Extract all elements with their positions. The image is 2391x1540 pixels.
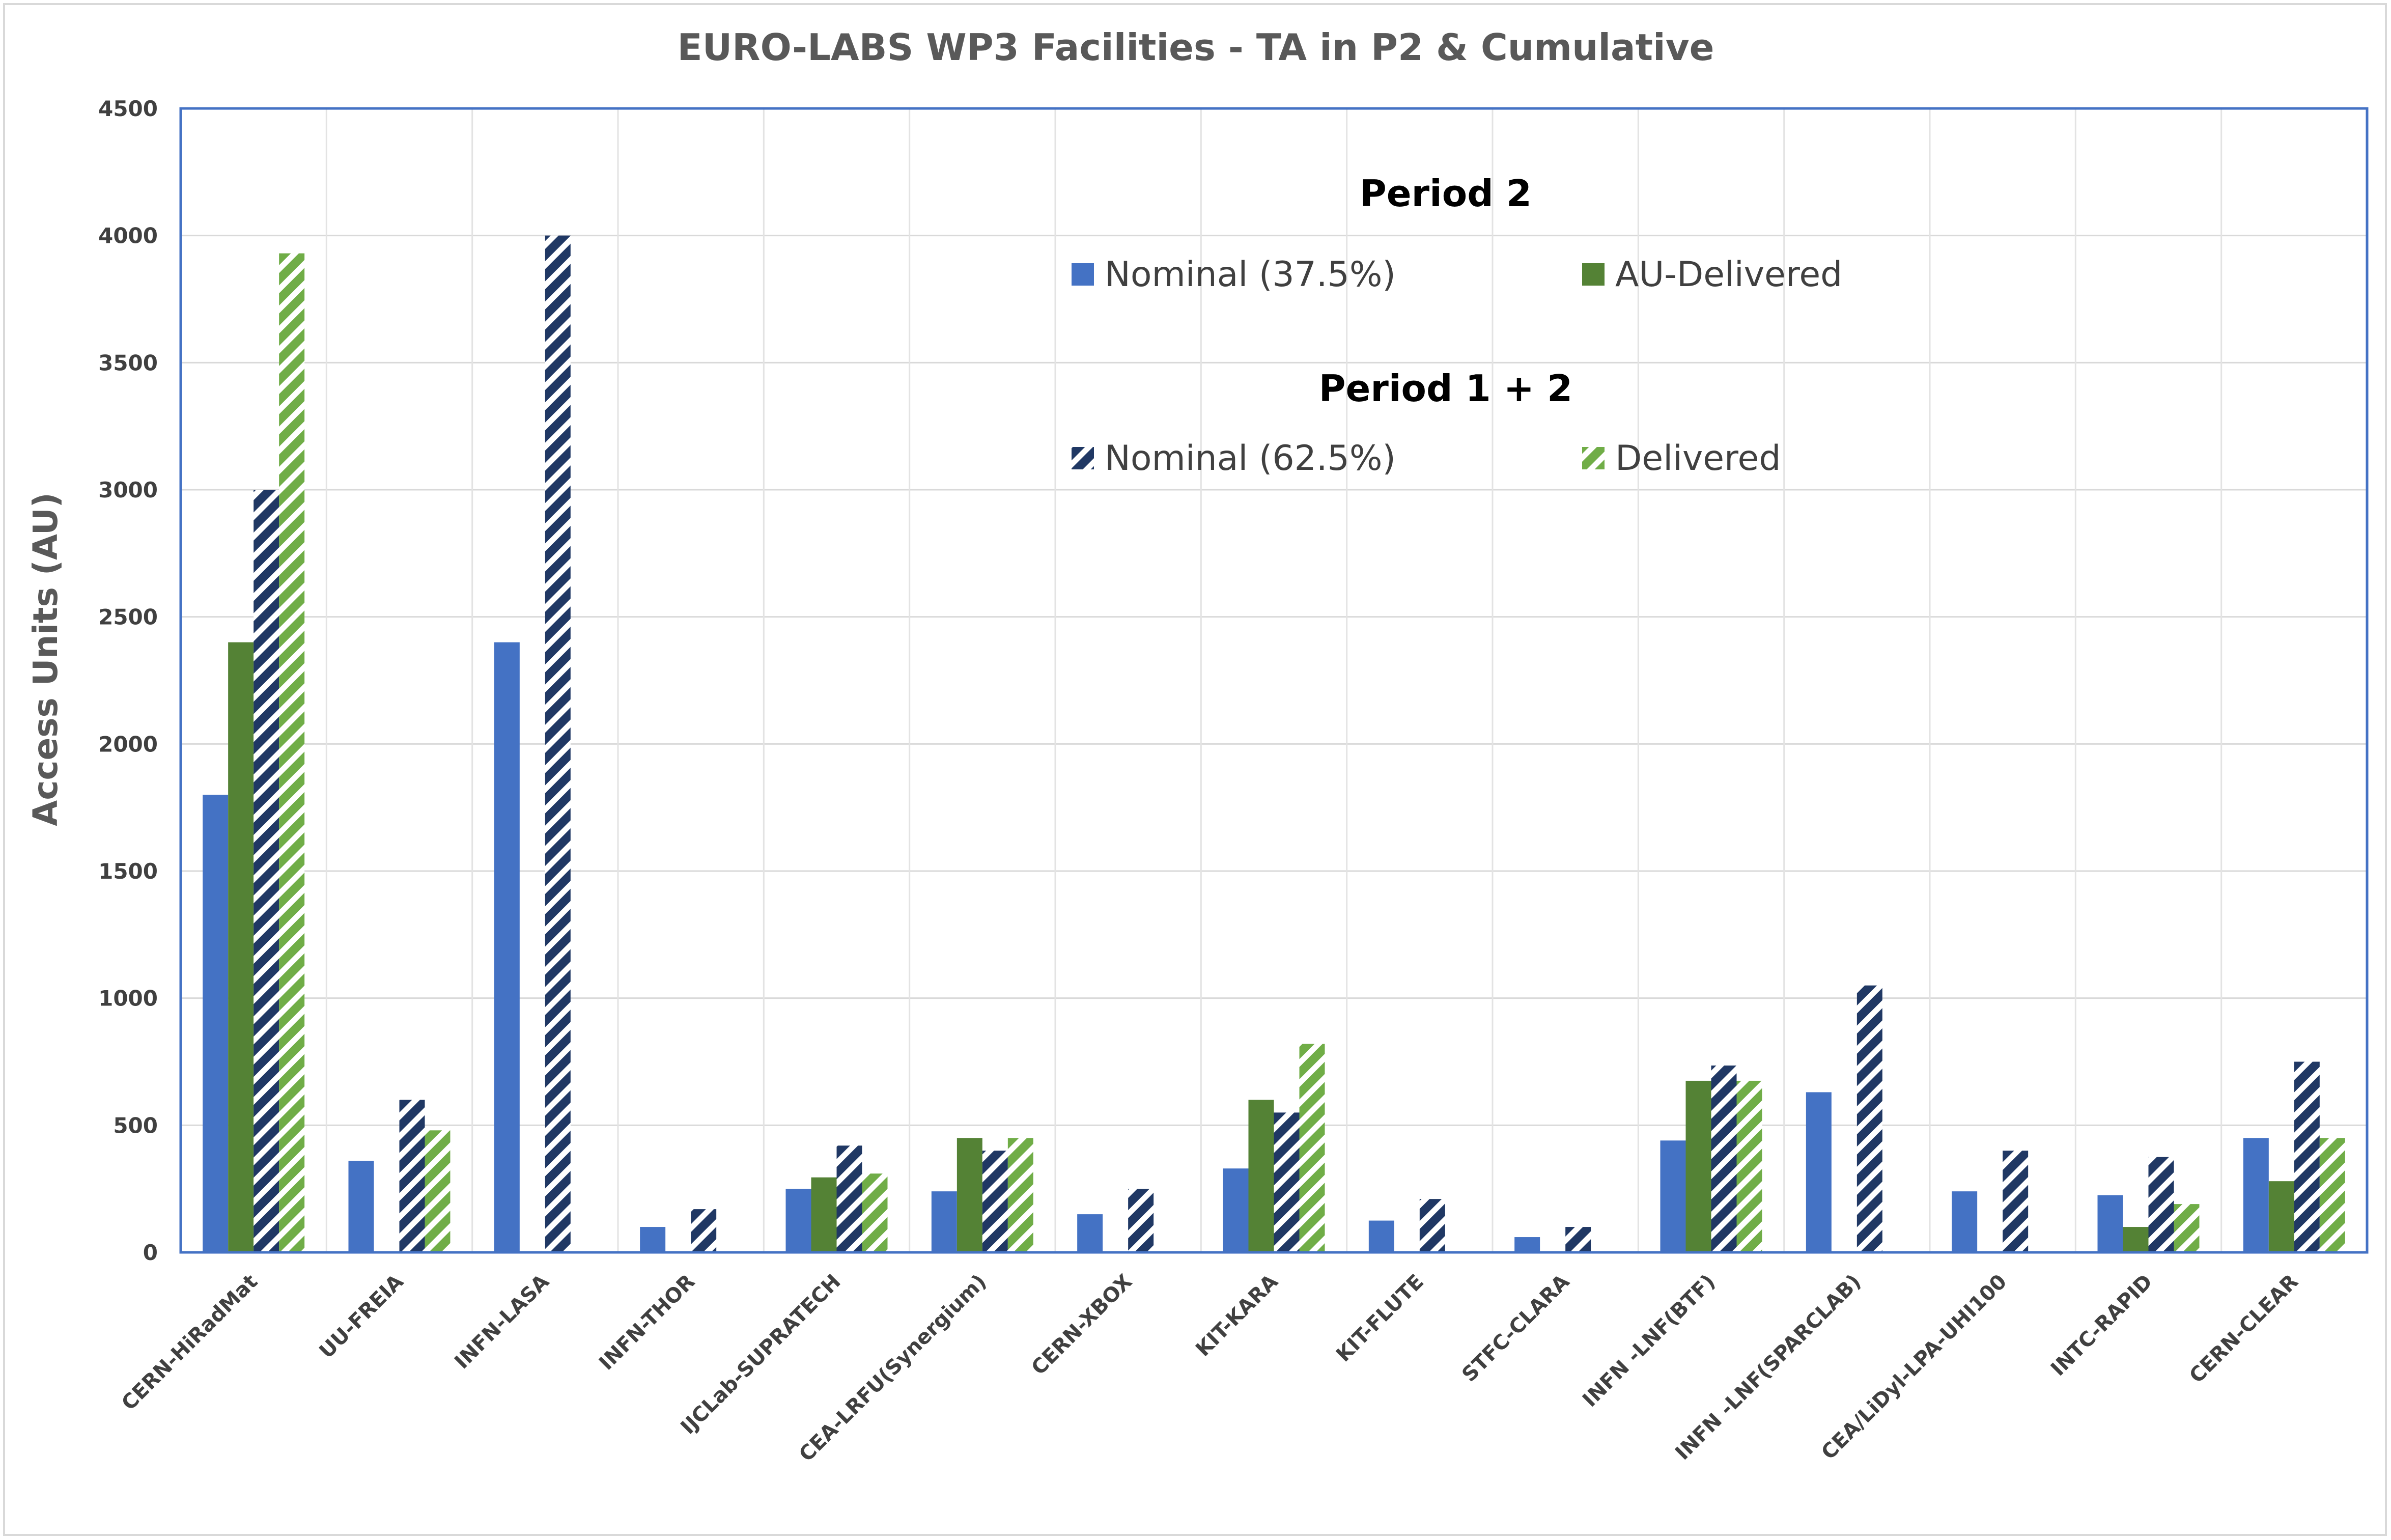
x-tick-label: INTC-RAPID: [2046, 1270, 2157, 1381]
bar-1: [1806, 1092, 1832, 1252]
chart-frame: [3, 3, 2387, 1536]
bar-2: [2123, 1227, 2149, 1252]
bar-2: [228, 642, 254, 1252]
bar-2: [1685, 1080, 1711, 1252]
y-axis-label: Access Units (AU): [26, 492, 65, 826]
bar-3: [399, 1100, 425, 1252]
bar-1: [1077, 1214, 1103, 1252]
bar-3: [545, 235, 571, 1253]
bar-3: [836, 1145, 862, 1252]
legend-label-nominal-37: Nominal (37.5%): [1105, 255, 1396, 295]
y-tick-label: 2000: [98, 732, 158, 757]
bar-4: [425, 1130, 451, 1252]
bar-1: [1514, 1237, 1540, 1252]
bar-3: [2003, 1151, 2029, 1252]
bar-1: [203, 795, 229, 1252]
x-tick-label: CERN-CLEAR: [2185, 1270, 2303, 1388]
bar-4: [862, 1173, 888, 1252]
bar-2: [957, 1138, 982, 1252]
legend-heading-period12: Period 1 + 2: [1319, 367, 1573, 410]
legend-swatch-nominal-37: [1072, 263, 1094, 286]
bar-4: [1299, 1044, 1325, 1252]
bar-3: [691, 1209, 717, 1252]
bar-1: [1660, 1140, 1686, 1252]
bar-1: [348, 1161, 374, 1252]
x-axis-ticks: CERN-HiRadMat UU-FREIA INFN-LASA INFN-THORI…: [117, 1270, 2303, 1466]
x-tick-label: STFC-CLARA: [1457, 1270, 1574, 1387]
y-tick-label: 1000: [98, 986, 158, 1011]
y-tick-label: 3500: [98, 350, 158, 375]
bar-2: [811, 1177, 837, 1252]
x-tick-label: UU-FREIA: [315, 1270, 408, 1363]
bar-3: [982, 1151, 1008, 1252]
y-tick-label: 500: [113, 1113, 158, 1138]
bar-1: [494, 642, 520, 1252]
bar-1: [640, 1227, 666, 1252]
bar-4: [279, 253, 305, 1252]
bar-4: [2319, 1138, 2345, 1252]
bar-3: [1419, 1199, 1445, 1252]
bar-1: [1952, 1191, 1978, 1252]
x-tick-label: KIT-KARA: [1191, 1270, 1282, 1361]
legend-label-nominal-62: Nominal (62.5%): [1105, 438, 1396, 479]
x-tick-label: INFN-THOR: [595, 1270, 699, 1375]
bar-1: [1368, 1220, 1394, 1252]
y-tick-label: 4500: [98, 96, 158, 121]
bar-1: [931, 1191, 957, 1252]
bar-3: [1274, 1112, 1300, 1252]
bar-3: [1128, 1189, 1154, 1252]
bar-4: [2174, 1204, 2200, 1252]
chart-title: EURO-LABS WP3 Facilities - TA in P2 & Cu…: [678, 26, 1714, 69]
bar-3: [1565, 1227, 1591, 1252]
bar-3: [1856, 985, 1882, 1252]
y-tick-label: 3000: [98, 478, 158, 502]
plot-area-border: [179, 107, 2369, 1254]
bar-3: [254, 490, 279, 1252]
y-tick-label: 0: [143, 1240, 158, 1265]
legend-label-delivered: Delivered: [1615, 438, 1781, 479]
bar-3: [1711, 1065, 1737, 1252]
legend-heading-period2: Period 2: [1360, 172, 1532, 215]
y-tick-label: 4000: [98, 223, 158, 248]
x-tick-label: INFN -LNF(BTF): [1578, 1270, 1720, 1412]
x-tick-label: IJCLab-SUPRATECH: [677, 1270, 846, 1439]
x-tick-label: CERN-HiRadMat: [117, 1270, 262, 1415]
x-tick-label: KIT-FLUTE: [1332, 1270, 1428, 1367]
bar-2: [2268, 1181, 2294, 1252]
legend: Period 2 Nominal (37.5%) AU-Delivered Pe…: [1072, 172, 1842, 479]
bar-4: [1736, 1080, 1762, 1252]
x-tick-label: INFN-LASA: [450, 1270, 554, 1374]
bars: [203, 235, 2345, 1253]
bar-3: [2294, 1061, 2320, 1252]
y-axis-ticks: 0 500 1000 1500 2000 2500 3000 3500 4000 4500: [98, 96, 158, 1265]
bar-4: [1007, 1138, 1033, 1252]
legend-swatch-nominal-62: [1072, 447, 1094, 469]
bar-3: [2148, 1157, 2174, 1252]
y-tick-label: 2500: [98, 605, 158, 630]
legend-swatch-au-delivered: [1582, 263, 1605, 286]
bar-2: [1248, 1100, 1274, 1252]
legend-label-au-delivered: AU-Delivered: [1615, 255, 1842, 295]
bar-1: [785, 1189, 811, 1252]
bar-1: [2243, 1138, 2269, 1252]
x-tick-label: CERN-XBOX: [1027, 1270, 1137, 1380]
bar-1: [2097, 1195, 2123, 1252]
legend-swatch-delivered: [1582, 447, 1605, 469]
bar-1: [1223, 1168, 1249, 1252]
y-tick-label: 1500: [98, 859, 158, 884]
